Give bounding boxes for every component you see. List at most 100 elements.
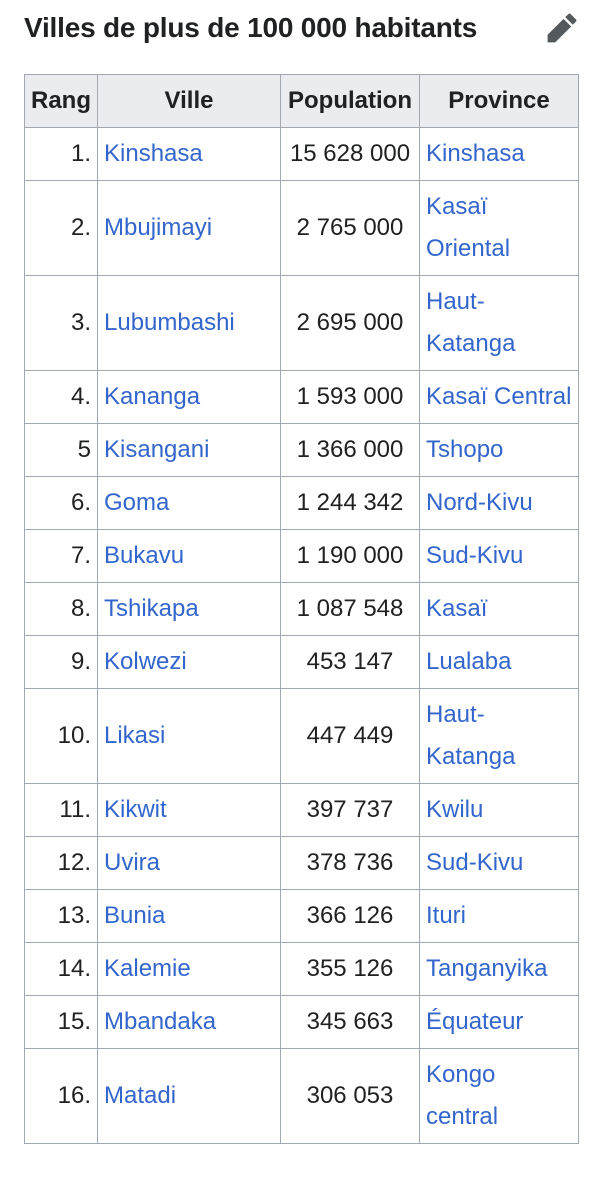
- province-cell: Kinshasa: [419, 127, 579, 181]
- city-cell: Lubumbashi: [97, 275, 281, 371]
- table-row: 10. Likasi 447 449 Haut-Katanga: [24, 688, 579, 784]
- province-cell: Kwilu: [419, 783, 579, 837]
- city-cell: Kalemie: [97, 942, 281, 996]
- table-row: 12. Uvira 378 736 Sud-Kivu: [24, 836, 579, 890]
- province-cell: Ituri: [419, 889, 579, 943]
- province-cell: Sud-Kivu: [419, 836, 579, 890]
- city-link[interactable]: Kinshasa: [104, 140, 203, 167]
- table-row: 16. Matadi 306 053 Kongo central: [24, 1048, 579, 1144]
- population-cell: 345 663: [280, 995, 420, 1049]
- city-cell: Kananga: [97, 370, 281, 424]
- population-cell: 453 147: [280, 635, 420, 689]
- city-link[interactable]: Kalemie: [104, 955, 191, 982]
- province-link[interactable]: Tanganyika: [426, 955, 548, 982]
- header-city[interactable]: Ville: [97, 74, 281, 128]
- population-cell: 2 695 000: [280, 275, 420, 371]
- header-rank[interactable]: Rang: [24, 74, 98, 128]
- province-link[interactable]: Kasaï: [426, 595, 488, 622]
- rank-cell: 5: [24, 423, 98, 477]
- population-cell: 397 737: [280, 783, 420, 837]
- city-link[interactable]: Mbujimayi: [104, 214, 213, 241]
- population-cell: 1 190 000: [280, 529, 420, 583]
- city-cell: Uvira: [97, 836, 281, 890]
- province-link[interactable]: Lualaba: [426, 648, 512, 675]
- population-cell: 378 736: [280, 836, 420, 890]
- rank-cell: 3.: [24, 275, 98, 371]
- province-cell: Sud-Kivu: [419, 529, 579, 583]
- province-link[interactable]: Sud-Kivu: [426, 542, 524, 569]
- city-link[interactable]: Kolwezi: [104, 648, 187, 675]
- province-cell: Kasaï Central: [419, 370, 579, 424]
- edit-section-button[interactable]: [544, 10, 580, 46]
- rank-cell: 1.: [24, 127, 98, 181]
- city-cell: Mbandaka: [97, 995, 281, 1049]
- rank-cell: 15.: [24, 995, 98, 1049]
- pencil-icon: [547, 13, 577, 43]
- table-row: 8. Tshikapa 1 087 548 Kasaï: [24, 582, 579, 636]
- city-cell: Goma: [97, 476, 281, 530]
- province-link[interactable]: Sud-Kivu: [426, 849, 524, 876]
- city-cell: Matadi: [97, 1048, 281, 1144]
- rank-cell: 11.: [24, 783, 98, 837]
- city-cell: Kinshasa: [97, 127, 281, 181]
- section-title: Villes de plus de 100 000 habitants: [24, 12, 478, 43]
- city-link[interactable]: Kikwit: [104, 796, 167, 823]
- city-cell: Bunia: [97, 889, 281, 943]
- table-row: 9. Kolwezi 453 147 Lualaba: [24, 635, 579, 689]
- city-cell: Kisangani: [97, 423, 281, 477]
- province-link[interactable]: Haut-Katanga: [426, 288, 516, 357]
- table-body: 1. Kinshasa 15 628 000 Kinshasa 2. Mbujimayi 2…: [24, 127, 579, 1144]
- rank-cell: 2.: [24, 180, 98, 276]
- table-row: 14. Kalemie 355 126 Tanganyika: [24, 942, 579, 996]
- section-heading: Villes de plus de 100 000 habitants: [24, 8, 580, 48]
- city-link[interactable]: Matadi: [104, 1082, 177, 1109]
- rank-cell: 4.: [24, 370, 98, 424]
- province-link[interactable]: Kasaï Central: [426, 383, 572, 410]
- city-link[interactable]: Uvira: [104, 849, 161, 876]
- province-cell: Haut-Katanga: [419, 275, 579, 371]
- province-link[interactable]: Nord-Kivu: [426, 489, 533, 516]
- city-cell: Kolwezi: [97, 635, 281, 689]
- header-population[interactable]: Population: [280, 74, 420, 128]
- population-cell: 447 449: [280, 688, 420, 784]
- province-link[interactable]: Ituri: [426, 902, 467, 929]
- city-cell: Likasi: [97, 688, 281, 784]
- header-province[interactable]: Province: [419, 74, 579, 128]
- city-link[interactable]: Mbandaka: [104, 1008, 217, 1035]
- province-cell: Tshopo: [419, 423, 579, 477]
- city-link[interactable]: Bunia: [104, 902, 166, 929]
- cities-table: Rang Ville Population Province 1. Kinshas…: [24, 74, 579, 1144]
- population-cell: 1 087 548: [280, 582, 420, 636]
- population-cell: 15 628 000: [280, 127, 420, 181]
- province-link[interactable]: Tshopo: [426, 436, 504, 463]
- province-link[interactable]: Kongo central: [426, 1061, 499, 1130]
- population-cell: 306 053: [280, 1048, 420, 1144]
- rank-cell: 10.: [24, 688, 98, 784]
- city-link[interactable]: Kananga: [104, 383, 201, 410]
- province-link[interactable]: Équateur: [426, 1008, 524, 1035]
- population-cell: 1 593 000: [280, 370, 420, 424]
- province-cell: Lualaba: [419, 635, 579, 689]
- city-link[interactable]: Tshikapa: [104, 595, 199, 622]
- table-row: 1. Kinshasa 15 628 000 Kinshasa: [24, 127, 579, 181]
- province-link[interactable]: Haut-Katanga: [426, 701, 516, 770]
- table-row: 5 Kisangani 1 366 000 Tshopo: [24, 423, 579, 477]
- province-link[interactable]: Kasaï Oriental: [426, 193, 511, 262]
- population-cell: 2 765 000: [280, 180, 420, 276]
- city-link[interactable]: Goma: [104, 489, 170, 516]
- province-link[interactable]: Kwilu: [426, 796, 484, 823]
- province-cell: Haut-Katanga: [419, 688, 579, 784]
- city-link[interactable]: Lubumbashi: [104, 309, 235, 336]
- city-link[interactable]: Likasi: [104, 722, 166, 749]
- rank-cell: 12.: [24, 836, 98, 890]
- province-link[interactable]: Kinshasa: [426, 140, 525, 167]
- population-cell: 355 126: [280, 942, 420, 996]
- rank-cell: 14.: [24, 942, 98, 996]
- table-row: 13. Bunia 366 126 Ituri: [24, 889, 579, 943]
- population-cell: 1 244 342: [280, 476, 420, 530]
- table-row: 3. Lubumbashi 2 695 000 Haut-Katanga: [24, 275, 579, 371]
- table-row: 4. Kananga 1 593 000 Kasaï Central: [24, 370, 579, 424]
- city-link[interactable]: Kisangani: [104, 436, 210, 463]
- table-row: 6. Goma 1 244 342 Nord-Kivu: [24, 476, 579, 530]
- city-link[interactable]: Bukavu: [104, 542, 185, 569]
